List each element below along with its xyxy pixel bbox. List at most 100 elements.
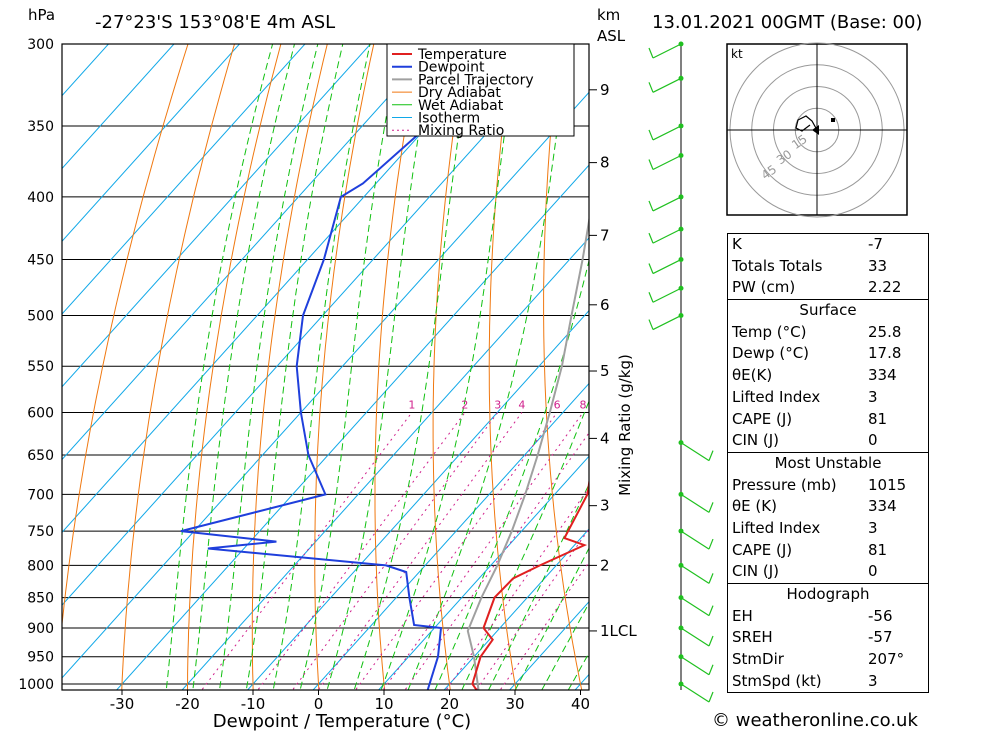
indices-row: EH -56 xyxy=(728,606,928,628)
asl-label: ASL xyxy=(597,27,626,45)
dry-adiabat-line xyxy=(488,44,517,690)
wind-barb xyxy=(652,196,682,212)
indices-label: Lifted Index xyxy=(732,387,821,406)
indices-section-title: Surface xyxy=(728,299,928,322)
mixing-ratio-line xyxy=(292,412,499,690)
legend-entry: Dry Adiabat xyxy=(418,85,501,101)
indices-label: SREH xyxy=(732,628,773,647)
wind-barb xyxy=(680,442,710,462)
height-tick-label: 3 xyxy=(600,497,610,515)
legend-entry: Parcel Trajectory xyxy=(418,72,534,88)
wind-barb xyxy=(652,77,682,93)
wind-barb xyxy=(680,656,710,676)
indices-value: 17.8 xyxy=(868,344,902,363)
indices-value: -56 xyxy=(868,606,893,625)
isotherm-line xyxy=(62,44,175,170)
wind-barb-flag xyxy=(648,129,654,141)
wind-barb xyxy=(652,154,682,171)
isotherm-line xyxy=(443,528,589,690)
pressure-tick-label: 450 xyxy=(27,253,54,269)
indices-row: StmSpd (kt) 3 xyxy=(728,671,928,693)
wind-barb xyxy=(680,564,710,584)
mixing-ratio-axis-label: Mixing Ratio (g/kg) xyxy=(616,354,634,496)
wind-barb-flag xyxy=(648,82,654,93)
storm-motion-marker xyxy=(812,125,819,135)
pressure-tick-label: 550 xyxy=(27,359,54,375)
temperature-line xyxy=(471,477,589,690)
height-tick-label: 8 xyxy=(600,154,610,172)
wind-barb-flag xyxy=(648,232,654,244)
location-title: -27°23'S 153°08'E 4m ASL xyxy=(95,12,336,33)
legend-entry: Mixing Ratio xyxy=(418,123,504,139)
indices-value: 0 xyxy=(868,562,878,581)
indices-section-title: Hodograph xyxy=(728,583,928,606)
x-tick-label: 30 xyxy=(505,695,524,713)
isotherm-line xyxy=(62,44,372,388)
wet-adiabat-line xyxy=(299,44,401,690)
hodograph-unit: kt xyxy=(731,47,743,61)
x-tick-label: 40 xyxy=(571,695,590,713)
legend-entry: Isotherm xyxy=(418,111,480,127)
indices-value: 0 xyxy=(868,431,878,450)
mixing-ratio-line xyxy=(201,412,413,690)
wind-barb-flag xyxy=(708,664,714,675)
indices-value: 81 xyxy=(868,409,888,428)
pressure-tick-label: 800 xyxy=(27,558,54,574)
mixing-ratio-label: 4 xyxy=(518,398,525,411)
isotherm-line xyxy=(62,91,589,679)
indices-label: Pressure (mb) xyxy=(732,475,837,494)
dry-adiabat-line xyxy=(930,26,1000,710)
dry-adiabat-line xyxy=(314,44,375,690)
dry-adiabat-line xyxy=(186,44,282,690)
height-tick-label: 5 xyxy=(600,362,610,380)
wind-barb-flag xyxy=(648,200,654,212)
indices-row: Dewp (°C) 17.8 xyxy=(728,343,928,365)
plot-frame xyxy=(61,43,590,691)
pressure-tick-label: 750 xyxy=(27,524,54,540)
x-tick-label: -30 xyxy=(110,695,135,713)
wet-adiabat-line xyxy=(380,44,518,690)
pressure-tick-label: 650 xyxy=(27,448,54,464)
indices-label: Lifted Index xyxy=(732,518,821,537)
wind-barb xyxy=(652,43,682,59)
indices-label: CAPE (J) xyxy=(732,540,793,559)
height-tick-label: 9 xyxy=(600,81,610,99)
wind-barb-flag xyxy=(648,319,654,330)
height-tick-label: 6 xyxy=(600,296,610,314)
x-tick-label: 20 xyxy=(440,695,459,713)
isotherm-line xyxy=(312,382,589,690)
isotherm-line xyxy=(62,44,437,461)
x-tick-label: -20 xyxy=(175,695,200,713)
indices-row: CIN (J) 0 xyxy=(728,561,928,583)
wind-barb-flag xyxy=(648,263,654,274)
wet-adiabat-line xyxy=(353,44,474,690)
x-axis-label: Dewpoint / Temperature (°C) xyxy=(213,711,471,732)
dry-adiabat-line xyxy=(251,44,328,690)
indices-row: Pressure (mb) 1015 xyxy=(728,475,928,497)
indices-row: K -7 xyxy=(728,234,928,256)
wet-adiabat-line xyxy=(245,44,344,690)
wind-barb-flag xyxy=(708,635,714,647)
indices-label: StmSpd (kt) xyxy=(732,671,822,690)
indices-label: θE (K) xyxy=(732,497,777,516)
indices-table: K -7 Totals Totals 33 PW (cm) 2.22 Surface Temp… xyxy=(727,233,929,694)
isotherm-line xyxy=(181,237,589,690)
height-tick-label: 2 xyxy=(600,556,610,574)
height-tick-label: 4 xyxy=(600,429,610,447)
indices-row: CIN (J) 0 xyxy=(728,430,928,452)
wind-barb-flag xyxy=(648,159,654,170)
indices-value: 334 xyxy=(868,497,897,516)
indices-value: -57 xyxy=(868,628,893,647)
wind-barb xyxy=(652,258,682,275)
mixing-ratio-label: 10 xyxy=(597,398,611,411)
wind-barb-flag xyxy=(648,47,654,59)
wind-barb-flag xyxy=(708,605,714,616)
isotherm-line xyxy=(246,309,589,690)
dry-adiabat-line xyxy=(543,44,583,690)
indices-value: 81 xyxy=(868,540,888,559)
x-tick-label: 0 xyxy=(314,695,324,713)
pressure-tick-label: 300 xyxy=(27,37,54,53)
mixing-ratio-line xyxy=(355,412,558,690)
x-tick-label: -10 xyxy=(241,695,266,713)
mixing-ratio-line xyxy=(383,412,584,690)
